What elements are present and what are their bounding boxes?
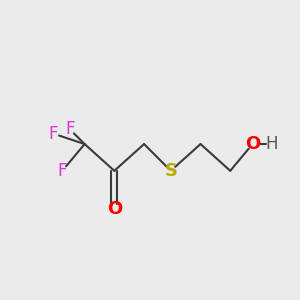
Text: O: O (245, 135, 260, 153)
Text: O: O (107, 200, 122, 218)
Text: S: S (164, 162, 177, 180)
Text: F: F (49, 125, 58, 143)
Text: H: H (266, 135, 278, 153)
Text: F: F (65, 120, 74, 138)
Text: F: F (58, 162, 67, 180)
